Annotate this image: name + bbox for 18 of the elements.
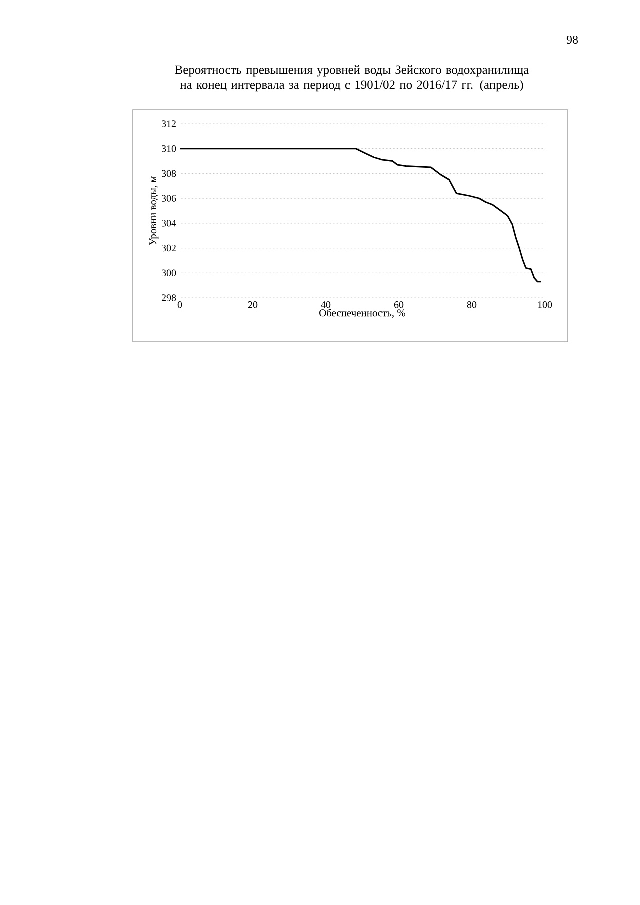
- x-axis-title: Обеспеченность, %: [320, 309, 406, 318]
- y-tick-label: 308: [162, 170, 176, 178]
- x-tick-label: 80: [467, 302, 477, 308]
- y-tick-label: 298: [162, 294, 176, 302]
- text: 98: [566, 36, 578, 44]
- x-tick-label: 100: [538, 302, 552, 308]
- x-tick-label: 20: [248, 302, 258, 308]
- x-tick-label: 0: [178, 302, 182, 308]
- y-tick-label: 306: [162, 195, 176, 202]
- y-tick-label: 300: [162, 270, 176, 276]
- y-axis-title: Уровни воды, м: [150, 176, 159, 246]
- x-tick-label: 40: [321, 302, 331, 308]
- x-tick-label: 60: [394, 302, 404, 308]
- y-tick-label: 310: [162, 145, 176, 152]
- y-tick-label: 302: [162, 244, 176, 252]
- y-tick-label: 304: [162, 220, 176, 227]
- chart-title: Вероятность превышения уровней воды Зейского водохранилища на конец интервала за период с 1901/02 по 2016/17 гг. (апрель): [175, 66, 529, 92]
- y-tick-label: 312: [162, 120, 176, 128]
